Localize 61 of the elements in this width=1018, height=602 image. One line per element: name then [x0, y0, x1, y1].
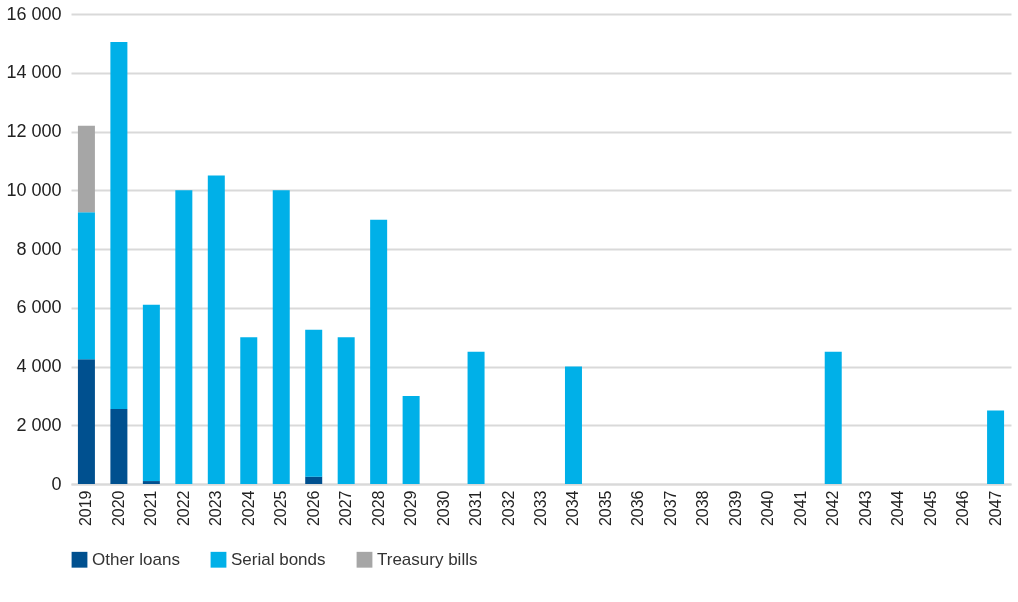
bar [402, 395, 420, 484]
legend-label: Other loans [92, 549, 180, 569]
x-tick-label: 2022 [174, 490, 192, 527]
x-tick-label: 2025 [272, 490, 290, 527]
x-tick-label: 2037 [661, 490, 679, 527]
y-tick-label: 6 000 [16, 297, 62, 318]
x-tick-label: 2028 [369, 490, 387, 527]
x-tick-label: 2044 [889, 490, 907, 527]
bar [207, 175, 225, 484]
y-tick-label: 14 000 [6, 62, 62, 83]
x-tick-label: 2034 [564, 490, 582, 527]
bar [467, 351, 485, 484]
x-tick-label: 2024 [239, 490, 257, 527]
x-tick-label: 2032 [499, 490, 517, 527]
bar [142, 304, 160, 482]
x-tick-label: 2035 [596, 490, 614, 527]
x-tick-label: 2046 [954, 490, 972, 527]
x-tick-label: 2030 [434, 490, 452, 527]
bar [272, 190, 290, 484]
bar [77, 359, 95, 484]
x-tick-label: 2023 [207, 490, 225, 527]
x-tick-label: 2027 [337, 490, 355, 527]
x-tick-label: 2045 [921, 490, 939, 527]
y-tick-label: 10 000 [6, 179, 62, 200]
bar [337, 337, 355, 484]
bar [240, 337, 258, 484]
x-tick-label: 2026 [304, 490, 322, 527]
x-tick-label: 2041 [791, 490, 809, 527]
bar [824, 351, 842, 484]
bar [77, 212, 95, 360]
x-tick-label: 2033 [532, 490, 549, 527]
bar [987, 410, 1005, 484]
x-tick-label: 2036 [629, 490, 647, 527]
y-tick-label: 0 [51, 473, 62, 494]
x-tick-label: 2019 [77, 490, 95, 527]
legend-label: Serial bonds [231, 549, 326, 569]
bar [110, 409, 128, 484]
x-tick-label: 2038 [694, 490, 712, 527]
x-tick-label: 2020 [109, 490, 127, 527]
x-tick-label: 2021 [142, 490, 160, 527]
bar [564, 366, 582, 484]
bar [142, 481, 160, 484]
bar [305, 329, 323, 477]
x-tick-label: 2039 [726, 490, 744, 527]
bar [110, 41, 128, 410]
y-tick-label: 8 000 [16, 238, 62, 259]
x-tick-label: 2043 [856, 490, 874, 527]
y-tick-label: 12 000 [6, 121, 62, 141]
bar [305, 476, 323, 484]
legend-label: Treasury bills [377, 549, 478, 569]
bar [175, 190, 193, 484]
x-tick-label: 2040 [759, 490, 777, 527]
y-tick-label: 16 000 [6, 3, 62, 24]
bar [77, 125, 95, 213]
x-tick-label: 2031 [467, 490, 485, 527]
y-tick-label: 2 000 [16, 414, 62, 435]
x-tick-label: 2029 [402, 490, 420, 527]
bar [370, 219, 388, 484]
x-tick-label: 2042 [824, 490, 842, 527]
x-tick-label: 2047 [986, 490, 1004, 527]
y-tick-label: 4 000 [16, 356, 62, 376]
